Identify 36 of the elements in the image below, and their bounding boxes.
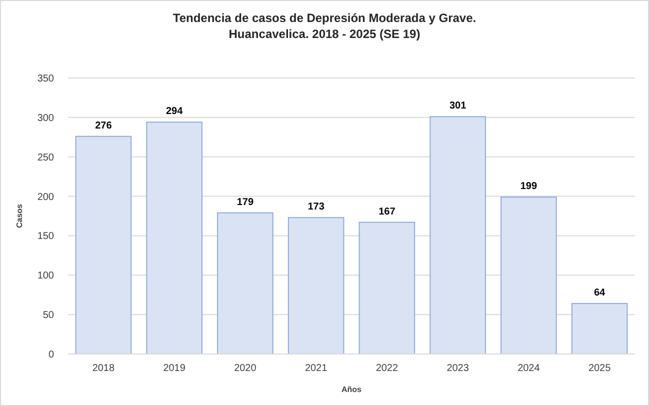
x-tick-label: 2019 [163,363,186,374]
y-tick-label: 0 [48,350,54,360]
y-axis-title: Casos [15,203,24,228]
x-tick-label: 2023 [446,363,470,374]
bar [571,303,628,354]
bar [146,122,202,354]
y-tick-label: 250 [37,152,54,164]
x-tick-label: 2018 [92,363,115,374]
bar [288,217,344,354]
data-label: 276 [95,120,112,132]
data-label: 199 [520,181,538,192]
y-tick-label: 150 [37,231,54,242]
data-label: 294 [166,106,184,118]
data-label: 179 [236,196,254,208]
chart-subtitle: Huancavelica. 2018 - 2025 (SE 19) [228,27,420,41]
x-tick-label: 2022 [376,363,398,374]
x-tick-label: 2021 [304,363,328,374]
bar [217,212,274,354]
x-axis-title: Años [342,385,362,394]
data-label: 167 [378,206,396,218]
bar [500,196,557,354]
data-label: 301 [449,100,467,112]
x-tick-label: 2024 [518,363,540,374]
y-tick-label: 100 [37,270,54,282]
y-tick-label: 200 [37,192,54,203]
bar [430,116,486,354]
data-label: 173 [308,202,325,213]
x-tick-label: 2025 [588,363,612,374]
y-tick-label: 50 [42,310,54,322]
bar [75,136,132,354]
y-tick-label: 350 [37,74,54,84]
data-label: 64 [594,288,606,299]
y-tick-label: 300 [37,112,54,124]
chart-title: Tendencia de casos de Depresión Moderada y Grave. [172,11,476,25]
x-tick-label: 2020 [234,363,257,374]
bar [358,222,416,354]
